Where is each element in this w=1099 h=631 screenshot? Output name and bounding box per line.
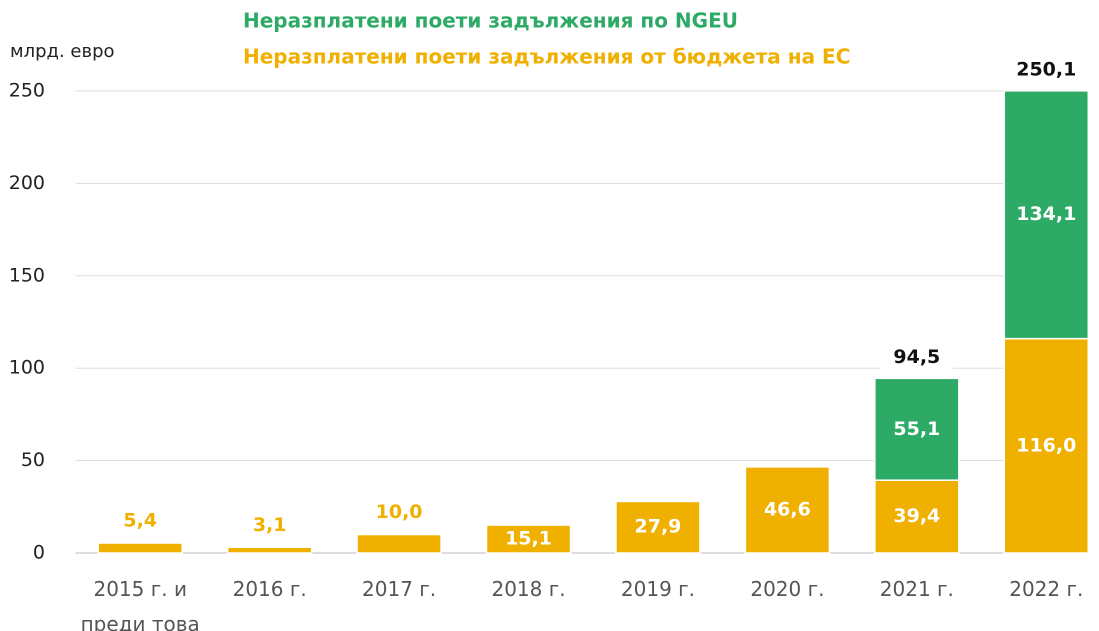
bar-segment	[744, 466, 831, 554]
y-tick-label: 150	[9, 264, 45, 286]
data-label: 15,1	[505, 528, 552, 550]
data-label: 116,0	[1016, 434, 1076, 456]
data-label: 10,0	[376, 501, 423, 523]
x-tick-label: 2022 г.	[1009, 577, 1084, 601]
bar-segment	[97, 542, 183, 554]
x-tick-label: 2021 г.	[879, 577, 954, 601]
data-label: 55,1	[893, 418, 940, 440]
data-label: 5,4	[123, 510, 157, 532]
y-tick-label: 50	[21, 449, 45, 471]
bar-segment	[1003, 337, 1090, 554]
bar-segment	[874, 377, 960, 481]
total-label: 250,1	[1016, 58, 1076, 80]
y-tick-label: 100	[9, 357, 45, 379]
data-label: 134,1	[1016, 203, 1076, 225]
data-label: 46,6	[764, 498, 811, 520]
data-label: 27,9	[635, 516, 682, 538]
total-label: 94,5	[893, 346, 940, 368]
legend-entry: Неразплатени поети задължения по NGEU	[243, 9, 738, 33]
y-axis-label: млрд. евро	[10, 41, 115, 62]
y-tick-label: 250	[9, 80, 45, 102]
x-tick-label: 2019 г.	[620, 577, 696, 601]
y-tick-label: 200	[9, 172, 45, 194]
x-tick-label: 2020 г.	[750, 577, 825, 601]
x-tick-label: 2016 г.	[232, 577, 307, 601]
bar-segment	[226, 546, 313, 554]
bar-segment	[356, 533, 442, 554]
bar-segment	[1003, 90, 1090, 340]
bar-segment	[615, 500, 701, 554]
y-tick-label: 0	[33, 542, 45, 564]
total-label-bg	[880, 342, 953, 371]
data-label: 39,4	[893, 505, 940, 527]
total-label-bg	[1010, 54, 1083, 83]
x-tick-label: 2017 г.	[362, 577, 437, 601]
legend-entry: Неразплатени поети задължения от бюджета…	[243, 45, 850, 69]
bar-segment	[485, 524, 572, 554]
data-label: 3,1	[253, 514, 287, 536]
x-tick-label: 2018 г.	[491, 577, 566, 601]
x-tick-label: 2015 г. и преди това	[80, 577, 200, 631]
